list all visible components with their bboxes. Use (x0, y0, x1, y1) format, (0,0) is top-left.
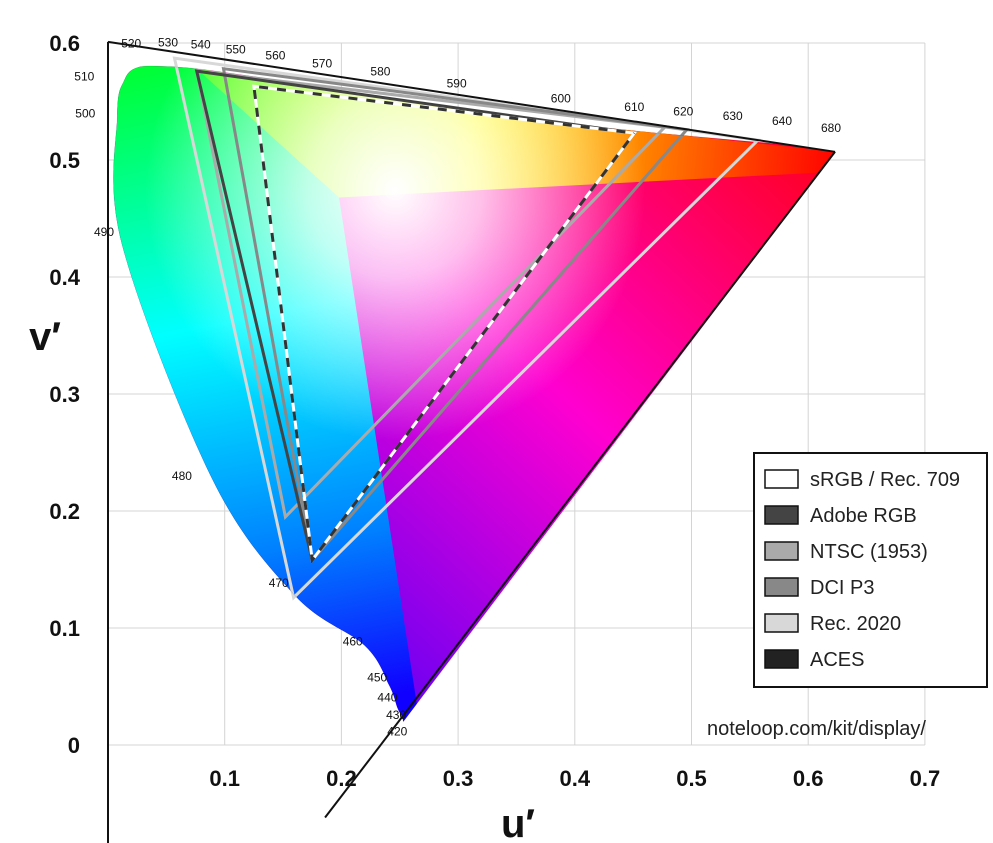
wavelength-label-640: 640 (772, 114, 792, 128)
tick-labels: 0.1 0.2 0.3 0.4 0.5 0.6 0.7 0 0.1 0.2 0.3 0.4 0.5 0.6 (49, 31, 940, 791)
y-tick-label: 0.6 (49, 31, 80, 56)
wavelength-label-630: 630 (723, 109, 743, 123)
y-tick-label: 0 (68, 733, 80, 758)
legend-label: Rec. 2020 (810, 613, 901, 635)
wavelength-label-550: 550 (226, 42, 246, 56)
y-tick-label: 0.5 (49, 148, 80, 173)
wavelength-label-430: 430 (386, 708, 406, 722)
legend: sRGB / Rec. 709 Adobe RGB NTSC (1953) DCI P… (753, 452, 988, 688)
x-tick-label: 0.1 (209, 766, 240, 791)
legend-swatch (764, 541, 799, 561)
y-tick-label: 0.3 (49, 382, 80, 407)
wavelength-label-600: 600 (551, 92, 571, 106)
legend-label: sRGB / Rec. 709 (810, 469, 960, 491)
legend-label: ACES (810, 649, 864, 671)
legend-swatch (764, 649, 799, 669)
gamut-srgb-rec-709-dash (252, 84, 638, 564)
gamut-ntsc-1953 (194, 69, 668, 520)
x-tick-label: 0.2 (326, 766, 357, 791)
wavelength-label-590: 590 (447, 76, 467, 90)
wavelength-label-450: 450 (367, 670, 387, 684)
wavelength-label-580: 580 (370, 65, 390, 79)
y-tick-label: 0.4 (49, 265, 80, 290)
wavelength-label-510: 510 (74, 69, 94, 83)
legend-swatch (764, 469, 799, 489)
wavelength-label-680: 680 (821, 121, 841, 135)
wavelength-label-460: 460 (343, 635, 363, 649)
legend-label: DCI P3 (810, 577, 874, 599)
y-tick-label: 0.1 (49, 616, 80, 641)
wavelength-label-490: 490 (94, 225, 114, 239)
wavelength-label-560: 560 (265, 48, 285, 62)
wavelength-label-610: 610 (624, 100, 644, 114)
legend-label: NTSC (1953) (810, 541, 928, 563)
gamut-triangles (172, 56, 762, 601)
wavelength-label-540: 540 (191, 38, 211, 52)
y-tick-label: 0.2 (49, 499, 80, 524)
axes (107, 40, 836, 843)
gamut-dci-p3 (221, 66, 690, 564)
aces-top-edge (107, 40, 836, 153)
x-tick-label: 0.7 (910, 766, 941, 791)
wavelength-label-420: 420 (387, 725, 407, 739)
spectral-locus-outline (113, 65, 836, 723)
legend-box (753, 452, 988, 688)
credit-text: noteloop.com/kit/display/ (707, 718, 926, 740)
x-tick-label: 0.3 (443, 766, 474, 791)
legend-swatch (764, 613, 799, 633)
wavelength-label-500: 500 (75, 107, 95, 121)
wavelength-label-530: 530 (158, 35, 178, 49)
x-tick-label: 0.4 (560, 766, 591, 791)
x-tick-label: 0.6 (793, 766, 824, 791)
y-axis-title: v′ (29, 315, 61, 359)
wavelength-label-470: 470 (269, 576, 289, 590)
wavelength-labels: 420 430 440 450 460 470 480 490 500 510 520 530 540 5… (74, 35, 841, 738)
wavelength-label-480: 480 (172, 469, 192, 483)
x-axis-title: u′ (501, 802, 535, 843)
wavelength-label-620: 620 (673, 104, 693, 118)
legend-swatch (764, 577, 799, 597)
wavelength-label-570: 570 (312, 57, 332, 71)
wavelength-label-520: 520 (121, 37, 141, 51)
aces-right-edge (324, 151, 836, 819)
wavelength-label-440: 440 (377, 691, 397, 705)
legend-swatch (764, 505, 799, 525)
legend-label: Adobe RGB (810, 505, 917, 527)
x-tick-label: 0.5 (676, 766, 707, 791)
